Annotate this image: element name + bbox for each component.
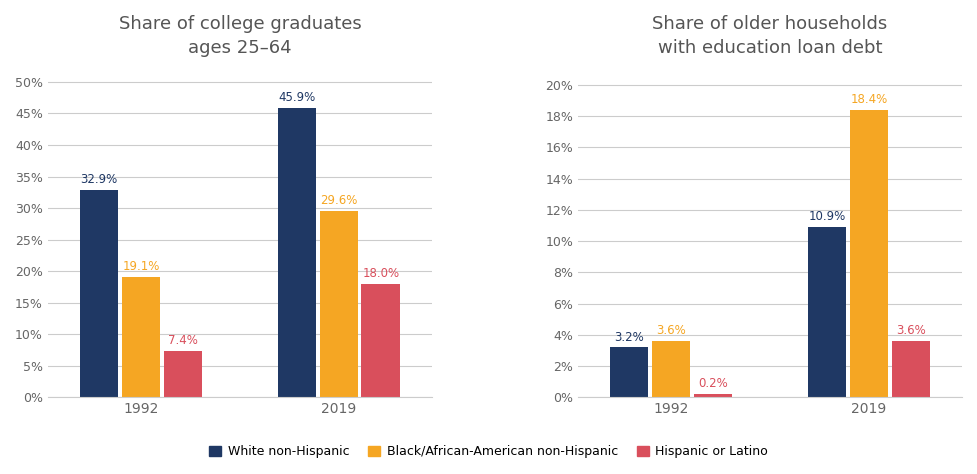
Bar [652,341,691,398]
Legend: White non-Hispanic, Black/African-American non-Hispanic, Hispanic or Latino: White non-Hispanic, Black/African-Americ… [204,440,773,463]
Bar [163,351,202,398]
Text: 18.0%: 18.0% [362,267,400,280]
Bar [808,227,846,398]
Bar [694,394,732,398]
Text: 10.9%: 10.9% [808,210,846,223]
Text: 7.4%: 7.4% [168,334,197,347]
Text: 18.4%: 18.4% [850,93,887,106]
Bar [850,110,888,398]
Bar [319,210,359,398]
Bar [277,108,317,398]
Bar [122,277,160,398]
Text: 3.6%: 3.6% [657,324,686,337]
Text: 32.9%: 32.9% [80,173,117,186]
Bar [610,347,649,398]
Text: 45.9%: 45.9% [278,91,316,104]
Bar [892,341,930,398]
Text: 3.6%: 3.6% [896,324,925,337]
Bar [80,190,118,398]
Text: 19.1%: 19.1% [122,260,159,273]
Text: 3.2%: 3.2% [615,330,644,344]
Title: Share of college graduates
ages 25–64: Share of college graduates ages 25–64 [118,15,361,56]
Text: 0.2%: 0.2% [698,377,728,391]
Title: Share of older households
with education loan debt: Share of older households with education… [653,15,887,56]
Text: 29.6%: 29.6% [320,194,358,207]
Bar [361,284,400,398]
